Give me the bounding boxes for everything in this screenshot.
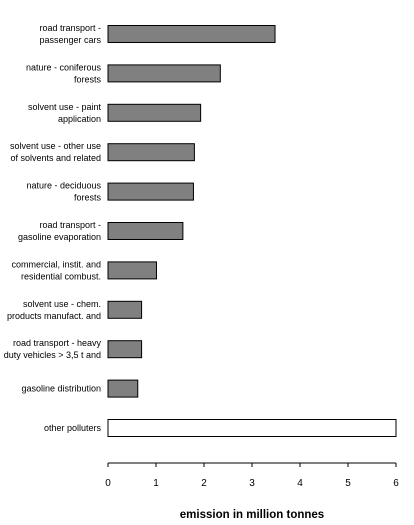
x-tick-label-4: 4 [297, 478, 303, 489]
category-label-0-1: passenger cars [39, 35, 101, 45]
category-label-6-1: residential combust. [21, 271, 101, 281]
category-label-3-0: solvent use - other use [10, 141, 101, 151]
category-label-2-1: application [58, 114, 101, 124]
category-label-5-1: gasoline evaporation [18, 232, 101, 242]
bars [107, 25, 397, 437]
category-label-4-0: nature - deciduous [26, 181, 101, 191]
category-label-7-0: solvent use - chem. [23, 299, 101, 309]
x-axis-label: emission in million tonnes [180, 509, 324, 521]
category-label-1-0: nature - coniferous [26, 62, 102, 72]
category-label-5-0: road transport - [39, 220, 101, 230]
category-label-7-1: products manufact. and [7, 311, 101, 321]
bar-8 [107, 340, 143, 359]
bar-6 [107, 261, 157, 280]
category-labels: road transport - passenger cars nature - c… [4, 23, 102, 433]
category-label-4-1: forests [74, 193, 102, 203]
bar-4 [107, 182, 194, 201]
x-tick-label-0: 0 [105, 478, 111, 489]
bar-0 [107, 25, 276, 43]
x-ticks: 0 1 2 3 4 5 6 [105, 463, 399, 489]
category-label-6-0: commercial, instit. and [11, 259, 101, 269]
x-tick-label-3: 3 [249, 478, 255, 489]
bar-7 [107, 300, 143, 319]
category-label-0-0: road transport - [39, 23, 101, 33]
x-tick-label-6: 6 [393, 478, 399, 489]
x-tick-label-1: 1 [153, 478, 159, 489]
bar-2 [107, 103, 202, 122]
bar-10 [107, 419, 397, 437]
category-label-8-0: road transport - heavy [13, 338, 102, 348]
category-label-2-0: solvent use - paint [28, 102, 102, 112]
x-tick-label-5: 5 [345, 478, 351, 489]
bar-1 [107, 64, 221, 83]
bar-9 [107, 379, 139, 398]
category-label-10-0: other polluters [44, 423, 102, 433]
category-label-1-1: forests [74, 74, 102, 84]
bar-5 [107, 222, 184, 240]
x-tick-label-2: 2 [201, 478, 207, 489]
category-label-8-1: duty vehicles > 3,5 t and [4, 350, 101, 360]
category-label-3-1: of solvents and related [10, 153, 101, 163]
bar-3 [107, 143, 195, 162]
category-label-9-0: gasoline distribution [21, 384, 101, 394]
